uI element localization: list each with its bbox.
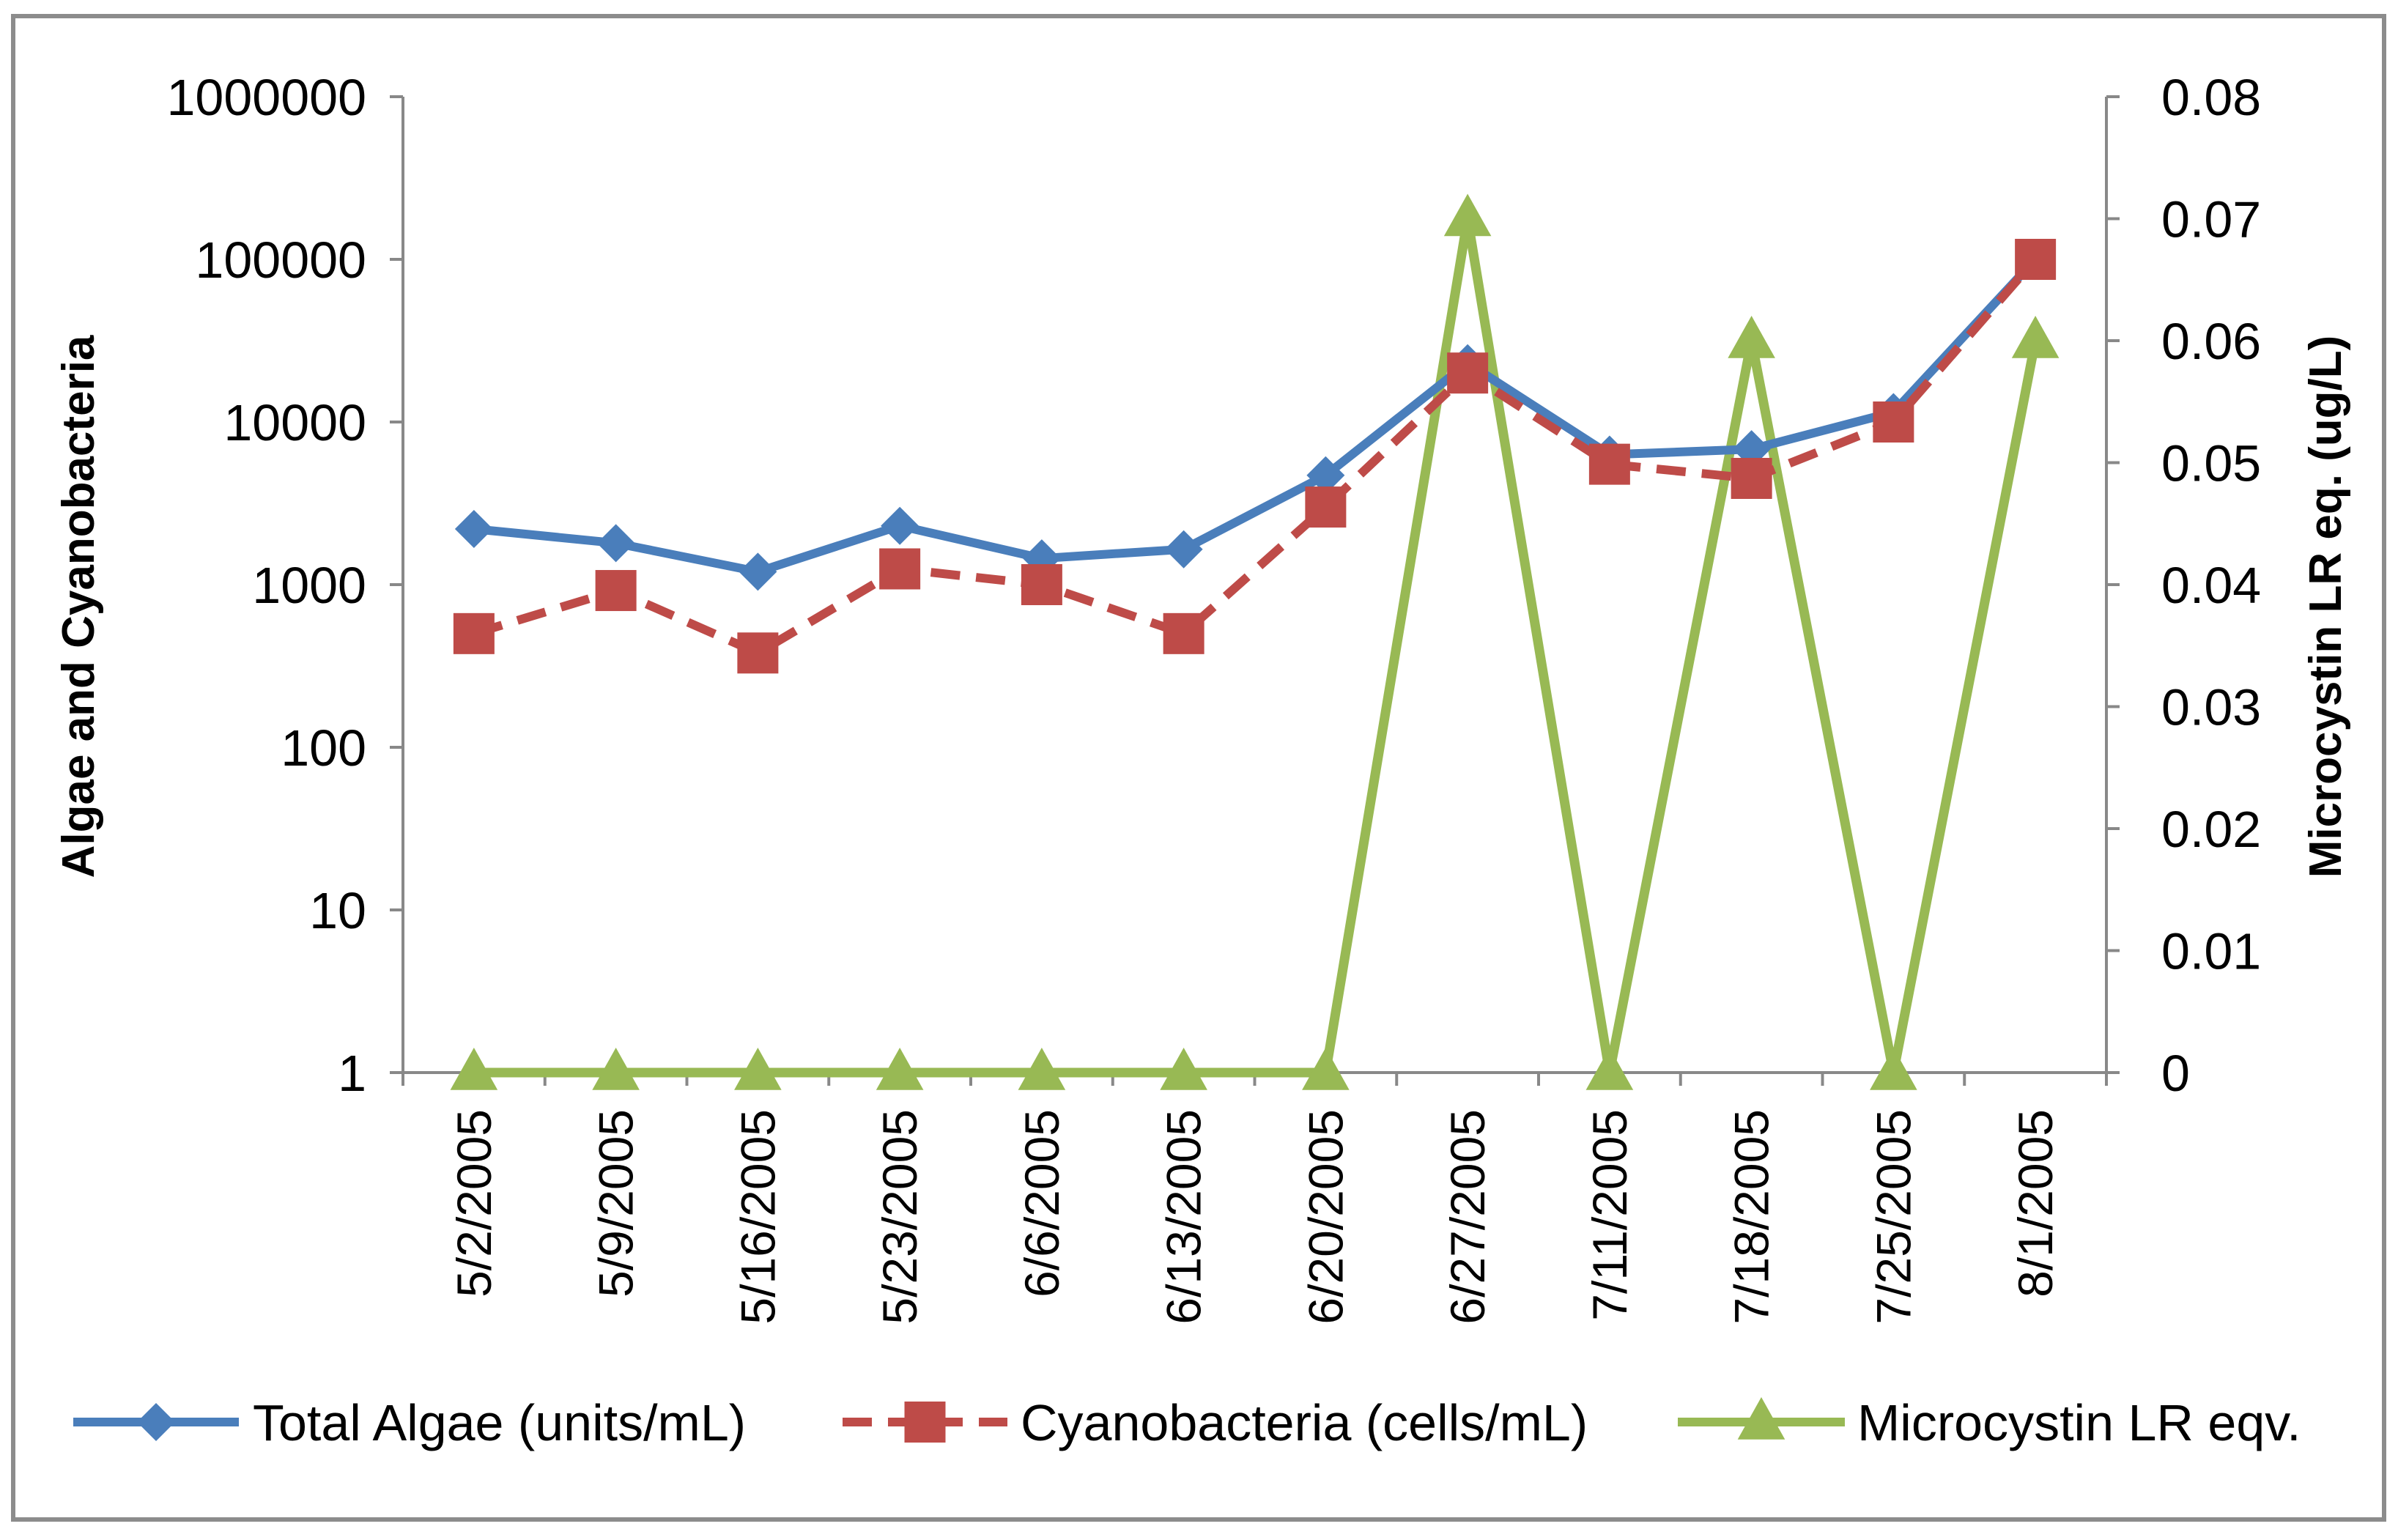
data-point-microcystin-lr-eqv: [1870, 1048, 1917, 1090]
y2-tick-label: 0.08: [2161, 69, 2261, 126]
data-point-cyanobacteria-cells-ml: [1873, 401, 1914, 443]
data-point-microcystin-lr-eqv: [2011, 316, 2060, 358]
series-line-total-algae-units-ml: [473, 256, 2039, 577]
data-point-microcystin-lr-eqv: [876, 1048, 924, 1090]
y-tick-label: 1000000: [166, 69, 366, 126]
data-point-cyanobacteria-cells-ml: [2015, 239, 2057, 280]
data-point-microcystin-lr-eqv: [1160, 1048, 1207, 1090]
chart-border: [11, 14, 2386, 1522]
y2-tick-label: 0.01: [2161, 923, 2261, 980]
y2-tick-label: 0.04: [2161, 557, 2261, 614]
y2-tick-label: 0.03: [2161, 679, 2261, 736]
data-point-microcystin-lr-eqv: [1585, 1048, 1634, 1090]
data-point-total-algae-units-ml: [1306, 456, 1345, 495]
x-tick-label: 6/13/2005: [1157, 1109, 1211, 1325]
data-point-total-algae-units-ml: [739, 552, 777, 591]
y-tick-label: 10000: [223, 394, 366, 451]
y-tick-label: 10: [309, 882, 366, 939]
x-tick-label: 5/16/2005: [730, 1109, 785, 1325]
series-line-microcystin-lr-eqv: [473, 214, 2040, 1078]
legend-marker-total-algae-units-ml: [137, 1403, 175, 1441]
data-point-cyanobacteria-cells-ml: [1021, 564, 1062, 605]
data-point-total-algae-units-ml: [881, 506, 919, 545]
data-point-microcystin-lr-eqv: [1018, 1048, 1066, 1090]
y-tick-label: 1: [338, 1045, 366, 1102]
legend-label-cyanobacteria-cells-ml: Cyanobacteria (cells/mL): [1021, 1394, 1588, 1451]
data-point-microcystin-lr-eqv: [592, 1048, 640, 1090]
x-tick-label: 6/20/2005: [1298, 1109, 1352, 1325]
x-tick-label: 7/11/2005: [1583, 1109, 1637, 1321]
data-point-cyanobacteria-cells-ml: [1731, 457, 1772, 499]
legend-label-microcystin-lr-eqv: Microcystin LR eqv.: [1857, 1394, 2301, 1451]
series-line-cyanobacteria-cells-ml: [473, 256, 2039, 658]
legend-label-total-algae-units-ml: Total Algae (units/mL): [253, 1394, 746, 1451]
y-axis-title: Algae and Cyanobacteria: [53, 335, 104, 878]
x-tick-label: 6/27/2005: [1440, 1109, 1495, 1325]
y2-tick-label: 0.02: [2161, 801, 2261, 858]
legend-marker-microcystin-lr-eqv: [1737, 1397, 1785, 1440]
legend-marker-cyanobacteria-cells-ml: [904, 1402, 946, 1443]
x-tick-label: 5/2/2005: [447, 1109, 501, 1297]
y-tick-label: 100: [281, 719, 366, 777]
x-tick-label: 5/9/2005: [589, 1109, 643, 1297]
x-tick-label: 8/1/2005: [2008, 1109, 2062, 1297]
data-point-cyanobacteria-cells-ml: [453, 612, 495, 654]
x-tick-label: 7/18/2005: [1725, 1109, 1779, 1325]
data-point-cyanobacteria-cells-ml: [1447, 352, 1489, 394]
data-point-microcystin-lr-eqv: [450, 1048, 498, 1090]
data-point-cyanobacteria-cells-ml: [737, 632, 779, 674]
y2-tick-label: 0.06: [2161, 313, 2261, 370]
data-point-microcystin-lr-eqv: [1443, 193, 1492, 237]
data-point-total-algae-units-ml: [454, 509, 493, 548]
y-tick-label: 1000: [252, 557, 366, 614]
x-tick-label: 5/23/2005: [873, 1109, 927, 1325]
y2-tick-label: 0.07: [2161, 191, 2261, 248]
y2-axis-title: Microcystin LR eq. (ug/L): [2301, 336, 2351, 878]
data-point-microcystin-lr-eqv: [1728, 316, 1775, 358]
x-tick-label: 7/25/2005: [1866, 1109, 1920, 1325]
data-point-cyanobacteria-cells-ml: [1305, 486, 1347, 528]
y-tick-label: 100000: [195, 232, 366, 289]
data-point-cyanobacteria-cells-ml: [1588, 443, 1630, 485]
data-point-cyanobacteria-cells-ml: [1163, 612, 1204, 654]
data-point-microcystin-lr-eqv: [734, 1048, 782, 1090]
data-point-microcystin-lr-eqv: [1302, 1048, 1350, 1090]
y2-tick-label: 0: [2161, 1045, 2190, 1102]
data-point-cyanobacteria-cells-ml: [595, 570, 637, 612]
y2-tick-label: 0.05: [2161, 435, 2261, 492]
x-tick-label: 6/6/2005: [1015, 1109, 1069, 1297]
data-point-total-algae-units-ml: [1164, 530, 1203, 569]
data-point-total-algae-units-ml: [596, 524, 635, 563]
data-point-cyanobacteria-cells-ml: [879, 548, 921, 590]
